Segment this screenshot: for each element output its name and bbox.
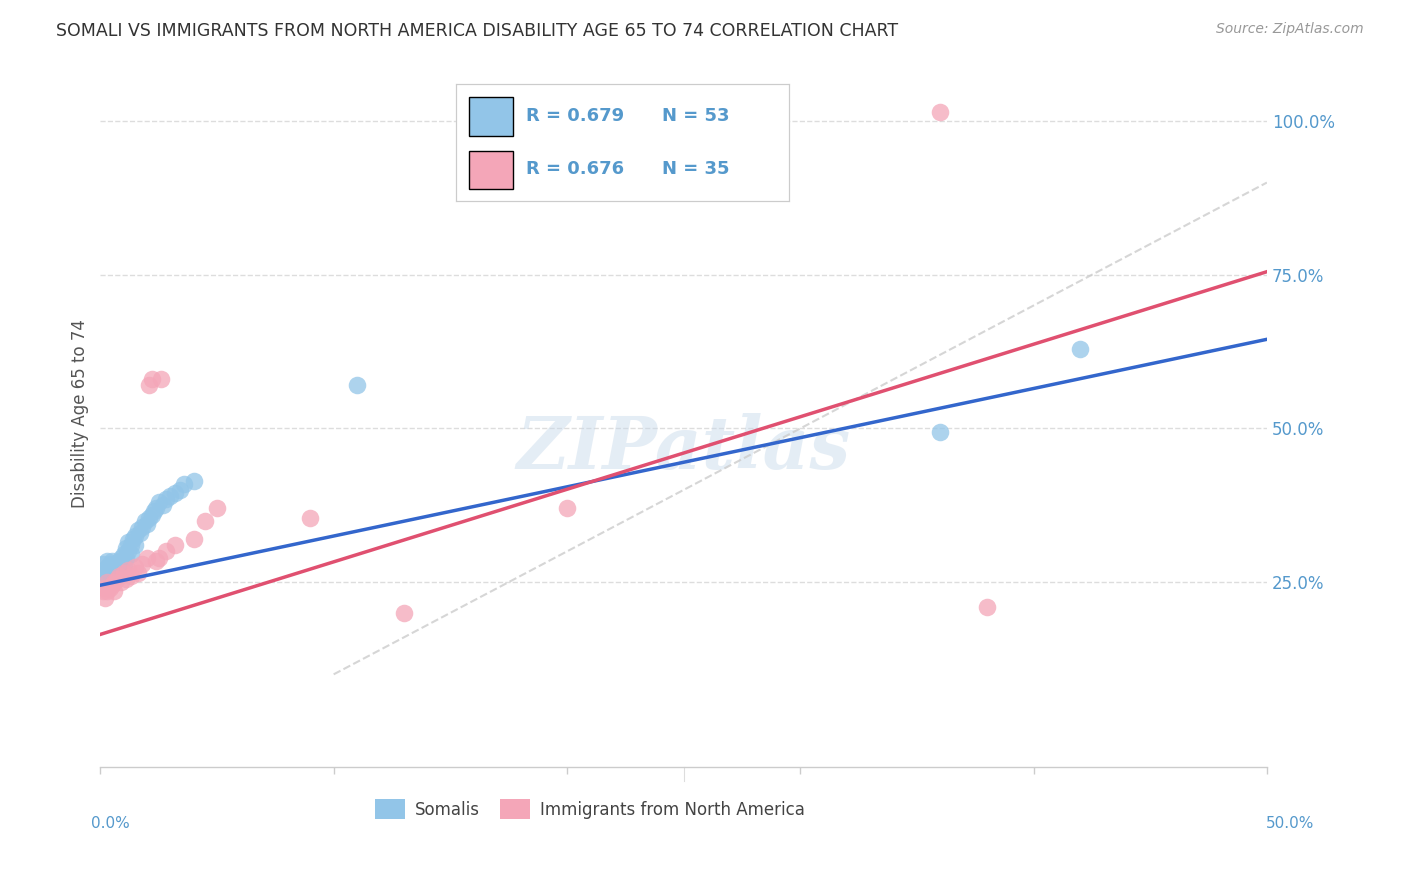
Point xyxy=(96,559,118,574)
Point xyxy=(299,510,322,524)
Point xyxy=(150,372,173,386)
Point xyxy=(194,514,217,528)
Point xyxy=(159,489,181,503)
Text: 50.0%: 50.0% xyxy=(1267,816,1315,831)
Point xyxy=(94,563,117,577)
Point xyxy=(101,578,124,592)
Text: 0.0%: 0.0% xyxy=(91,816,131,831)
Point xyxy=(127,566,149,580)
Point xyxy=(103,575,125,590)
Point xyxy=(94,582,117,596)
Point xyxy=(120,538,142,552)
Point xyxy=(155,544,177,558)
Point xyxy=(929,104,952,119)
Point xyxy=(155,492,177,507)
Point xyxy=(115,572,138,586)
Point xyxy=(108,569,131,583)
Point xyxy=(110,575,132,590)
Point xyxy=(976,599,998,614)
Point xyxy=(131,557,153,571)
Point xyxy=(136,516,159,531)
Point xyxy=(105,566,128,580)
Y-axis label: Disability Age 65 to 74: Disability Age 65 to 74 xyxy=(72,318,89,508)
Point xyxy=(108,569,131,583)
Point xyxy=(103,584,125,599)
Point xyxy=(141,508,163,522)
Point xyxy=(91,557,114,571)
Legend: Somalis, Immigrants from North America: Somalis, Immigrants from North America xyxy=(368,793,811,825)
Point xyxy=(163,486,186,500)
Point xyxy=(98,563,121,577)
Point xyxy=(183,532,205,546)
Point xyxy=(134,514,156,528)
Text: ZIPatlas: ZIPatlas xyxy=(516,413,851,484)
Point xyxy=(105,563,128,577)
Point xyxy=(129,525,152,540)
Point xyxy=(110,550,132,565)
Point xyxy=(96,569,118,583)
Point xyxy=(124,559,146,574)
Point xyxy=(96,584,118,599)
Point xyxy=(98,566,121,580)
Point xyxy=(122,532,145,546)
Point xyxy=(120,569,142,583)
Text: Source: ZipAtlas.com: Source: ZipAtlas.com xyxy=(1216,22,1364,37)
Point xyxy=(108,553,131,567)
Point xyxy=(141,372,163,386)
Point xyxy=(91,584,114,599)
Point xyxy=(112,566,135,580)
Point xyxy=(108,563,131,577)
Point xyxy=(115,550,138,565)
Point xyxy=(112,548,135,562)
Point xyxy=(145,501,167,516)
Point xyxy=(103,569,125,583)
Point xyxy=(205,501,228,516)
Point xyxy=(112,557,135,571)
Point xyxy=(101,553,124,567)
Point xyxy=(555,501,578,516)
Point xyxy=(1069,342,1091,356)
Point xyxy=(152,498,174,512)
Text: SOMALI VS IMMIGRANTS FROM NORTH AMERICA DISABILITY AGE 65 TO 74 CORRELATION CHAR: SOMALI VS IMMIGRANTS FROM NORTH AMERICA … xyxy=(56,22,898,40)
Point xyxy=(98,557,121,571)
Point xyxy=(117,544,139,558)
Point xyxy=(94,566,117,580)
Point xyxy=(148,550,170,565)
Point xyxy=(131,520,153,534)
Point xyxy=(101,559,124,574)
Point xyxy=(103,559,125,574)
Point xyxy=(929,425,952,439)
Point xyxy=(98,582,121,596)
Point xyxy=(143,504,166,518)
Point xyxy=(138,510,160,524)
Point xyxy=(148,495,170,509)
Point xyxy=(346,378,368,392)
Point xyxy=(183,474,205,488)
Point xyxy=(173,476,195,491)
Point xyxy=(115,541,138,556)
Point xyxy=(145,553,167,567)
Point xyxy=(124,538,146,552)
Point xyxy=(117,563,139,577)
Point xyxy=(105,557,128,571)
Point xyxy=(138,378,160,392)
Point xyxy=(110,559,132,574)
Point xyxy=(163,538,186,552)
Point xyxy=(127,523,149,537)
Point xyxy=(105,572,128,586)
Point xyxy=(96,553,118,567)
Point xyxy=(124,529,146,543)
Point xyxy=(120,548,142,562)
Point xyxy=(94,591,117,605)
Point xyxy=(101,563,124,577)
Point xyxy=(117,535,139,549)
Point xyxy=(169,483,191,497)
Point xyxy=(96,575,118,590)
Point xyxy=(136,550,159,565)
Point xyxy=(392,606,415,620)
